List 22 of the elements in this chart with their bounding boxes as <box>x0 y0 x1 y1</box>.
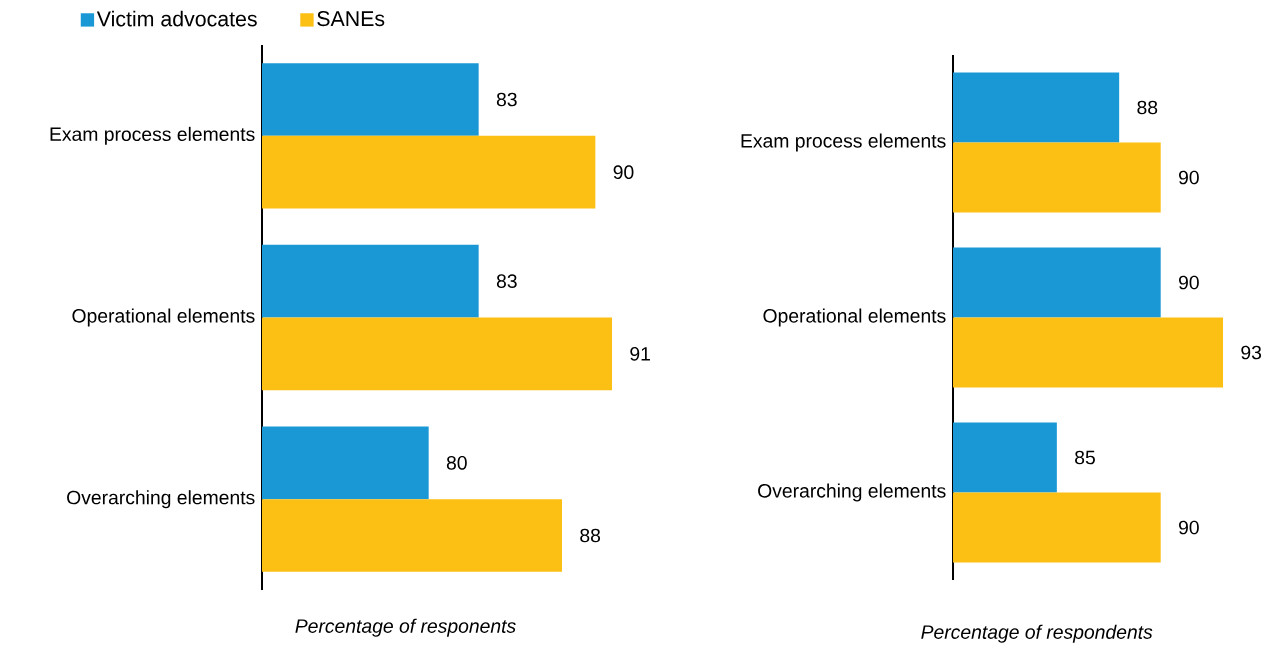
data-label: 90 <box>1178 275 1199 290</box>
data-label: 83 <box>496 274 517 288</box>
data-label: 90 <box>1178 520 1199 535</box>
y-tick-label: Overarching elements <box>67 490 255 509</box>
y-tick-label: Overarching elements <box>758 483 946 502</box>
data-label: 91 <box>630 346 650 361</box>
data-label: 85 <box>1075 450 1095 465</box>
data-label: 90 <box>1178 170 1199 185</box>
y-tick-label: Exam process elements <box>741 133 946 152</box>
data-label: 93 <box>1241 345 1262 360</box>
data-label: 83 <box>496 92 517 107</box>
x-axis-title: Percentage of respondents <box>921 624 1153 643</box>
y-tick-label: Operational elements <box>763 308 946 327</box>
data-label: 88 <box>580 528 601 543</box>
legend-label: Victim advocates <box>96 10 257 27</box>
data-label: 80 <box>446 455 467 470</box>
y-tick-label: Operational elements <box>72 308 255 327</box>
x-axis-title: Percentage of responents <box>295 618 516 637</box>
y-tick-label: Exam process elements <box>50 126 255 145</box>
legend-label: SANEs <box>317 10 385 27</box>
data-label: 90 <box>613 165 634 179</box>
data-label: 88 <box>1137 100 1158 115</box>
